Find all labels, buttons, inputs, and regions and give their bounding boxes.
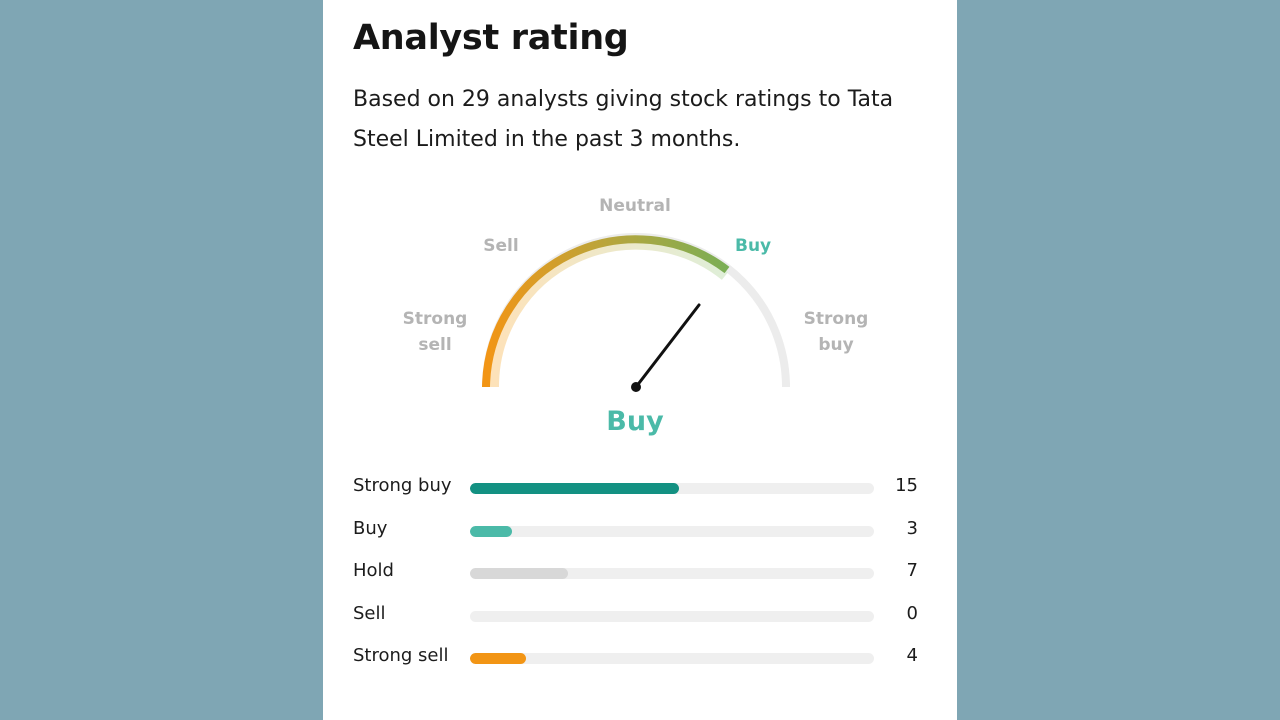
rating-label: Strong sell xyxy=(353,645,449,666)
rating-count: 7 xyxy=(906,560,918,581)
gauge-label-strong-buy: Strong buy xyxy=(803,309,869,355)
gauge-inner-band xyxy=(488,239,729,388)
gauge-label-neutral: Neutral xyxy=(599,196,671,216)
gauge-needle-pivot xyxy=(631,382,641,392)
rating-bar-track xyxy=(470,525,874,537)
rating-bar-fill xyxy=(470,483,679,494)
rating-count: 15 xyxy=(895,475,918,496)
rating-count: 0 xyxy=(906,602,918,624)
rating-gauge: Strong sell Sell Neutral Buy Strong buy … xyxy=(323,180,957,450)
rating-row-hold: Hold 7 xyxy=(353,551,923,594)
page-title: Analyst rating xyxy=(353,18,629,58)
rating-description: Based on 29 analysts giving stock rating… xyxy=(353,87,894,152)
analyst-rating-card: Analyst rating Based on 29 analysts givi… xyxy=(323,0,957,720)
rating-label: Buy xyxy=(353,517,388,539)
rating-count: 4 xyxy=(906,645,918,666)
rating-row-strong-buy: Strong buy 15 xyxy=(353,466,923,509)
rating-row-strong-sell: Strong sell 4 xyxy=(353,636,923,679)
rating-count: 3 xyxy=(906,517,918,539)
rating-row-sell: Sell 0 xyxy=(353,594,923,637)
rating-label: Strong buy xyxy=(353,475,452,496)
rating-bar-track xyxy=(470,610,874,622)
gauge-needle xyxy=(634,303,701,389)
rating-bar-fill xyxy=(470,568,568,579)
rating-breakdown: Strong buy 15 Buy 3 Hold 7 Sell 0 Strong… xyxy=(353,466,923,679)
gauge-label-sell: Sell xyxy=(483,236,519,256)
rating-label: Sell xyxy=(353,602,386,624)
rating-bar-track xyxy=(470,568,874,579)
rating-bar-fill xyxy=(470,525,512,537)
gauge-svg xyxy=(482,233,790,392)
gauge-arc xyxy=(482,235,730,388)
rating-bar-track xyxy=(470,483,874,494)
rating-bar-fill xyxy=(470,653,526,664)
gauge-result: Buy xyxy=(606,406,664,437)
gauge-label-buy: Buy xyxy=(735,236,772,256)
rating-row-buy: Buy 3 xyxy=(353,509,923,552)
gauge-track xyxy=(482,233,790,388)
gauge-label-strong-sell: Strong sell xyxy=(402,309,468,355)
rating-bar-track xyxy=(470,653,874,664)
rating-label: Hold xyxy=(353,560,394,581)
